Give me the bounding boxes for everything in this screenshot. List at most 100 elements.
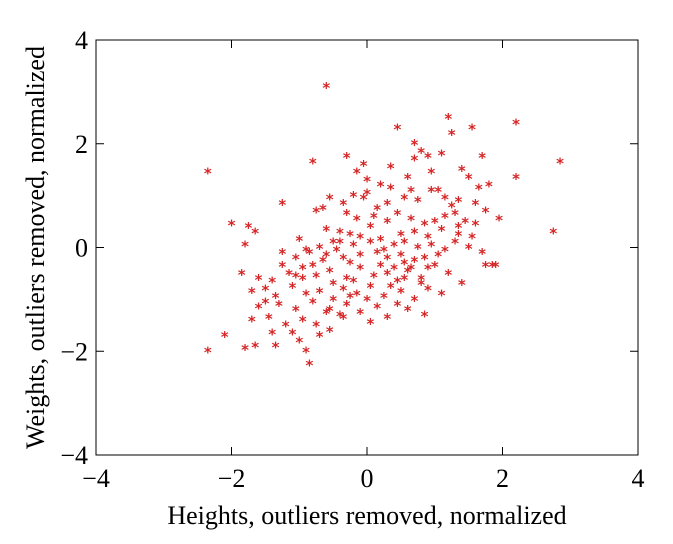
data-point: * xyxy=(275,297,283,315)
data-point: * xyxy=(377,258,385,276)
data-point: * xyxy=(312,318,320,336)
data-point: * xyxy=(261,281,269,299)
data-point: * xyxy=(363,172,371,190)
data-point: * xyxy=(336,307,344,325)
data-point: * xyxy=(353,165,361,183)
data-point: * xyxy=(380,243,388,261)
data-point: * xyxy=(488,258,496,276)
data-point: * xyxy=(394,121,402,139)
data-point: * xyxy=(485,178,493,196)
data-point: * xyxy=(444,110,452,128)
data-point: * xyxy=(455,193,463,211)
data-point: * xyxy=(241,341,249,359)
data-point: * xyxy=(421,250,429,268)
data-point: * xyxy=(322,79,330,97)
data-point: * xyxy=(471,217,479,235)
data-point: * xyxy=(356,248,364,266)
data-point: * xyxy=(302,287,310,305)
data-point: * xyxy=(468,230,476,248)
data-point: * xyxy=(438,222,446,240)
data-point: * xyxy=(289,326,297,344)
data-point: * xyxy=(366,219,374,237)
data-point: * xyxy=(390,237,398,255)
data-point: * xyxy=(366,279,374,297)
data-point: * xyxy=(407,261,415,279)
data-point: * xyxy=(407,183,415,201)
data-point: * xyxy=(316,284,324,302)
data-point: * xyxy=(302,243,310,261)
data-point: * xyxy=(387,180,395,198)
data-point: * xyxy=(448,126,456,144)
data-point: * xyxy=(410,253,418,271)
data-point: * xyxy=(410,224,418,242)
data-point: * xyxy=(366,235,374,253)
data-point: * xyxy=(353,287,361,305)
data-point: * xyxy=(400,255,408,273)
data-point: * xyxy=(245,219,253,237)
data-point: * xyxy=(549,224,557,242)
data-point: * xyxy=(400,235,408,253)
data-point: * xyxy=(322,248,330,266)
data-point: * xyxy=(434,183,442,201)
data-point: * xyxy=(326,263,334,281)
data-point: * xyxy=(309,294,317,312)
data-point: * xyxy=(465,240,473,258)
data-point: * xyxy=(299,313,307,331)
data-point: * xyxy=(404,302,412,320)
data-point: * xyxy=(417,144,425,162)
data-point: * xyxy=(248,284,256,302)
data-point: * xyxy=(204,344,212,362)
data-point: * xyxy=(316,240,324,258)
data-point: * xyxy=(475,180,483,198)
data-point: * xyxy=(248,313,256,331)
data-point: * xyxy=(265,310,273,328)
data-point: * xyxy=(295,333,303,351)
data-point: * xyxy=(329,276,337,294)
data-point: * xyxy=(461,214,469,232)
data-point: * xyxy=(204,165,212,183)
data-point: * xyxy=(455,227,463,245)
data-point: * xyxy=(292,302,300,320)
data-point: * xyxy=(343,149,351,167)
data-point: * xyxy=(394,206,402,224)
y-tick-label: 2 xyxy=(75,130,88,159)
data-point: * xyxy=(326,191,334,209)
data-point: * xyxy=(268,274,276,292)
data-point: * xyxy=(427,183,435,201)
data-point: * xyxy=(319,253,327,271)
data-point: * xyxy=(278,196,286,214)
data-point: * xyxy=(410,136,418,154)
data-point: * xyxy=(424,230,432,248)
x-axis-label: Heights, outliers removed, normalized xyxy=(167,501,566,530)
data-point: * xyxy=(410,292,418,310)
data-point: * xyxy=(370,209,378,227)
data-point: * xyxy=(251,338,259,356)
data-point: * xyxy=(465,170,473,188)
data-point: * xyxy=(302,344,310,362)
data-point: * xyxy=(441,209,449,227)
data-point: * xyxy=(350,274,358,292)
data-point: * xyxy=(221,328,229,346)
data-point: * xyxy=(309,154,317,172)
scatter-points: ** ******* * * * *** * * * ** ** * ** ** * ** * * *** * * * * *… xyxy=(204,79,564,375)
data-point: * xyxy=(512,115,520,133)
data-point: * xyxy=(299,261,307,279)
data-point: * xyxy=(329,292,337,310)
data-point: * xyxy=(292,268,300,286)
y-tick-label: −2 xyxy=(60,337,88,366)
data-point: * xyxy=(397,248,405,266)
data-point: * xyxy=(339,196,347,214)
data-point: * xyxy=(241,237,249,255)
data-point: * xyxy=(363,292,371,310)
x-tick-label: −2 xyxy=(218,464,246,493)
data-point: * xyxy=(424,149,432,167)
data-point: * xyxy=(451,206,459,224)
data-point: * xyxy=(339,310,347,328)
data-point: * xyxy=(387,279,395,297)
y-tick-label: −4 xyxy=(60,441,88,470)
data-point: * xyxy=(333,243,341,261)
data-point: * xyxy=(478,245,486,263)
data-point: * xyxy=(397,227,405,245)
